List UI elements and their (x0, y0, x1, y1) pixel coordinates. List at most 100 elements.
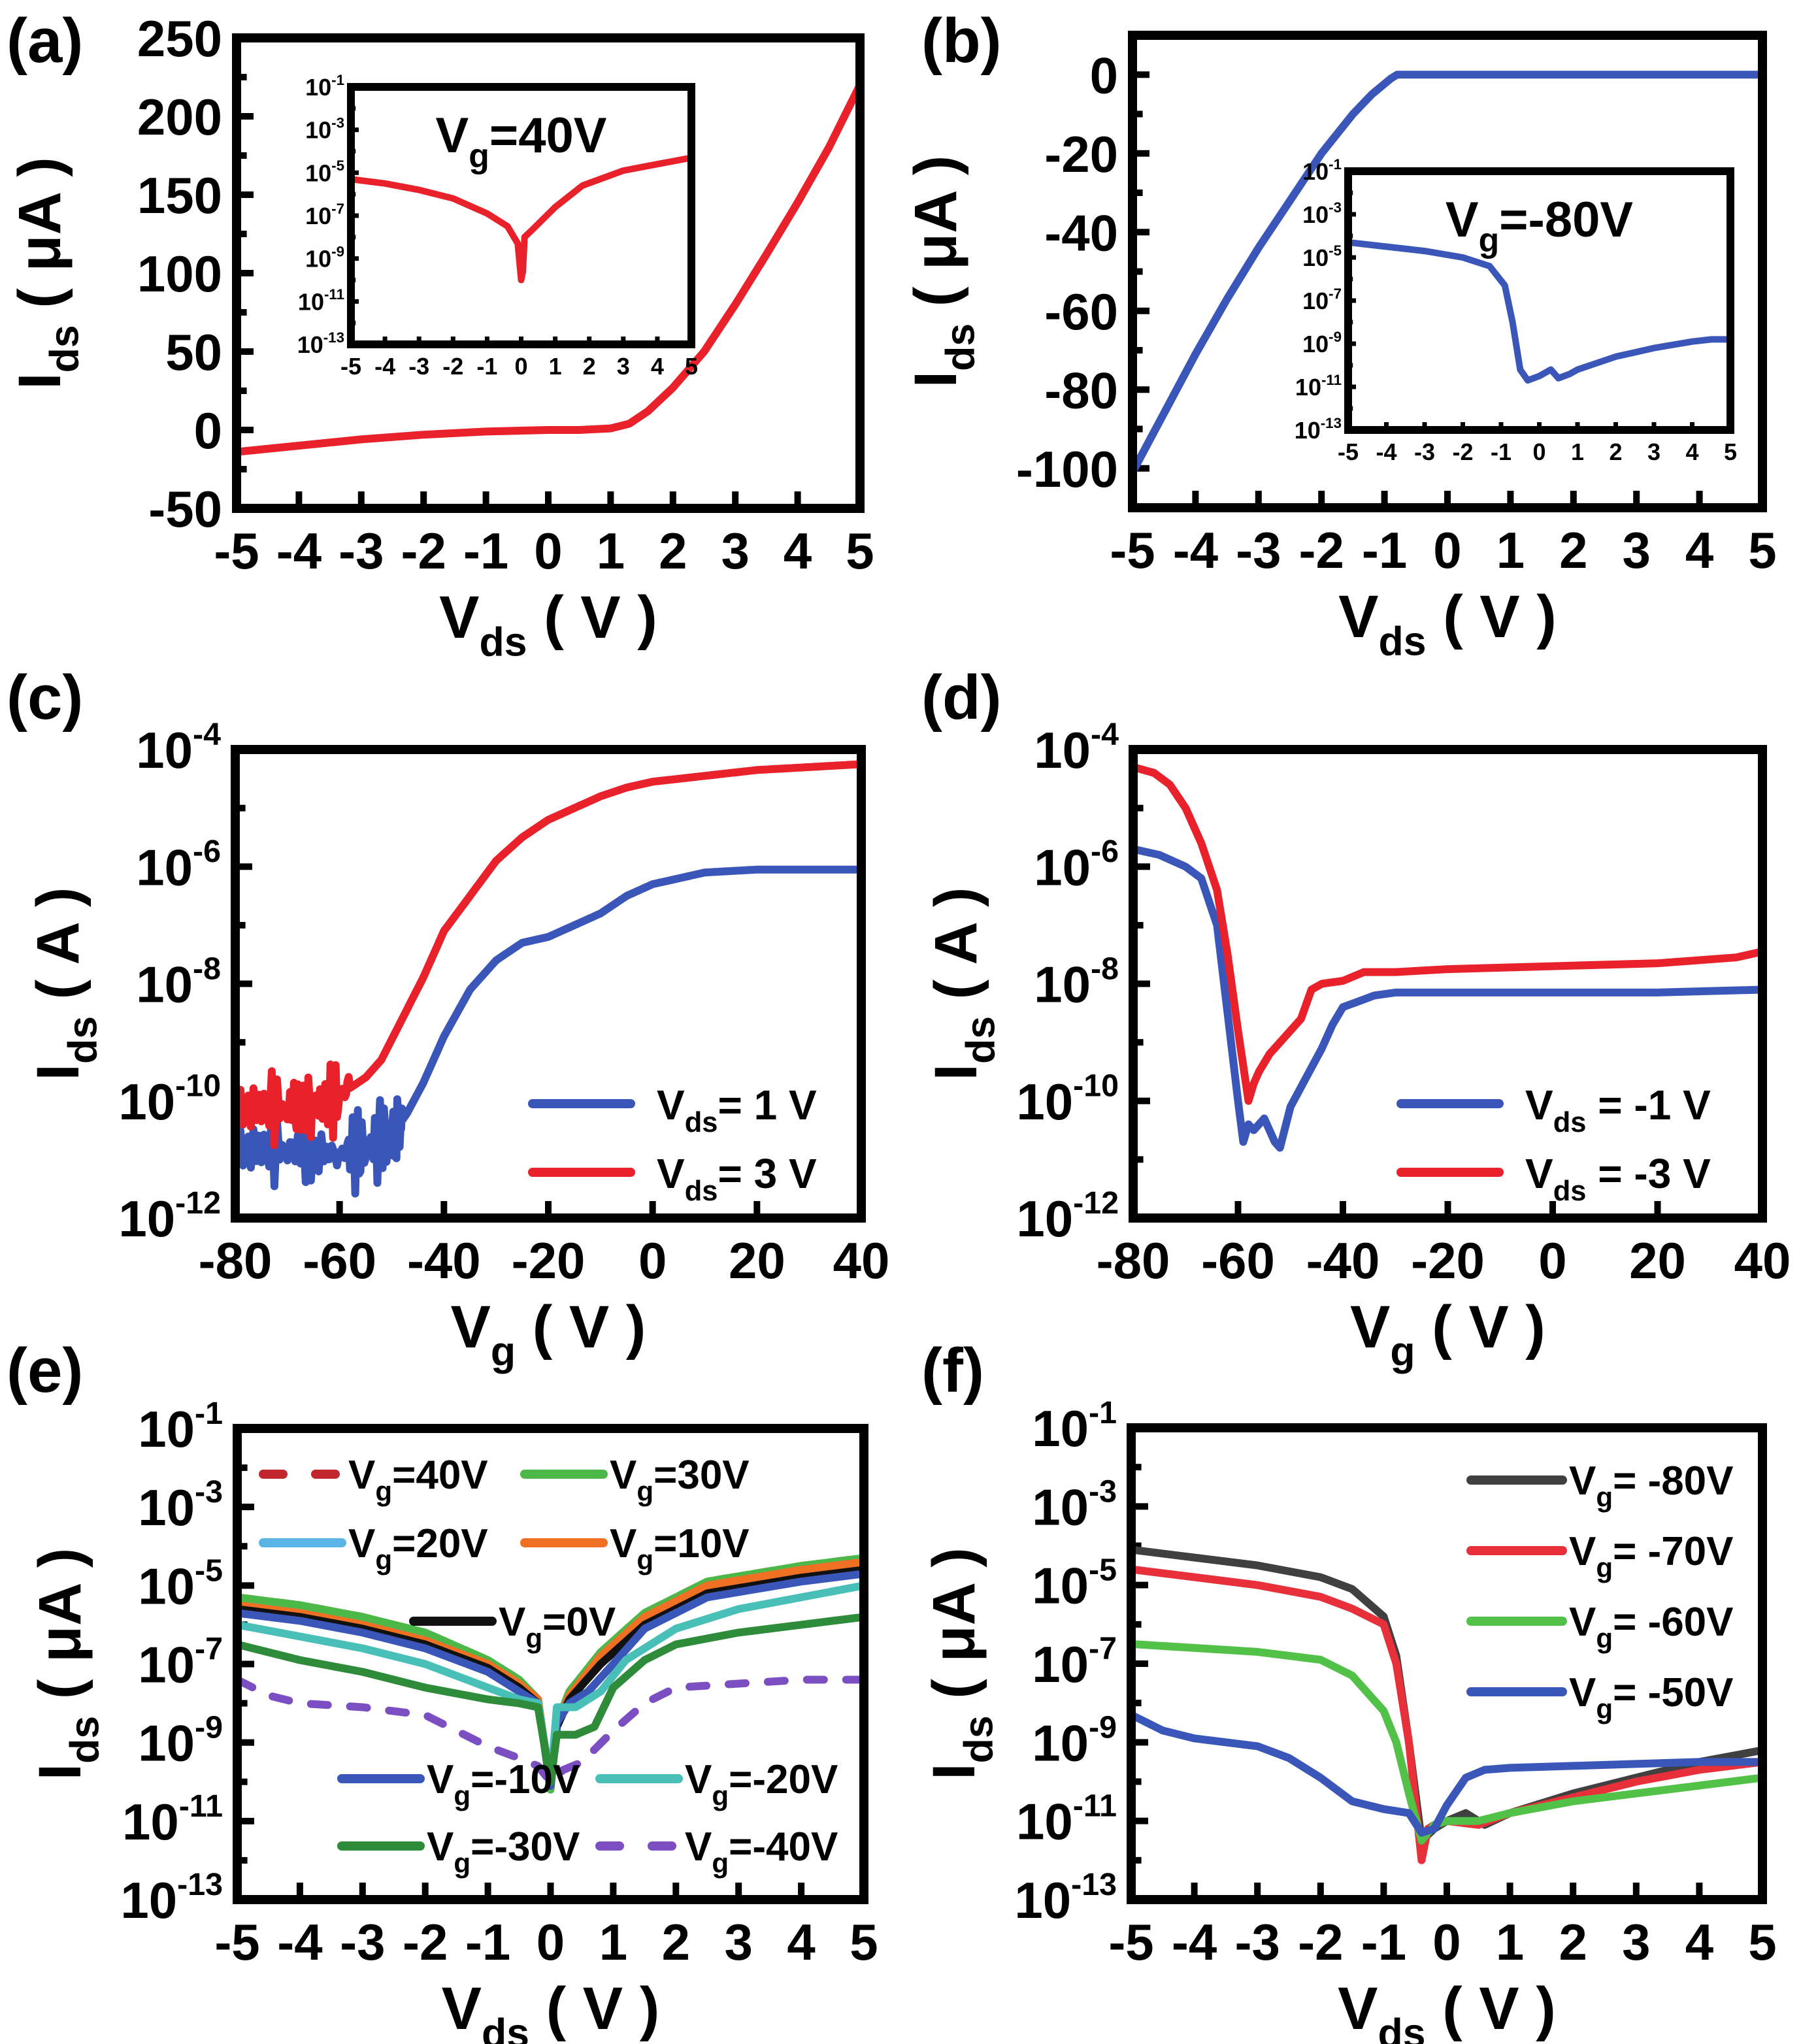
plot-frame (1129, 745, 1767, 1223)
x-tick-label: -4 (1376, 438, 1396, 465)
x-tick-label: -4 (1173, 521, 1218, 579)
x-tick-label: 2 (1559, 521, 1587, 579)
y-tick-label: -40 (1044, 204, 1118, 261)
x-tick-label: -3 (1235, 1913, 1280, 1971)
x-tick-label: 2 (583, 353, 596, 380)
series-line-Vg-80V (1132, 71, 1762, 476)
plot-frame (231, 745, 866, 1223)
panel-label: (b) (921, 6, 1002, 76)
legend-label: Vds = -3 V (1525, 1150, 1711, 1207)
series-line-Vds3V (235, 760, 861, 1149)
x-tick-label: -4 (277, 1913, 322, 1971)
x-tick-label: -1 (463, 522, 508, 580)
legend-label: Vg=0V (499, 1600, 616, 1654)
panel-label: (c) (7, 663, 83, 733)
legend-label: Vg= -60V (1569, 1600, 1734, 1654)
x-tick-label: -40 (1306, 1232, 1380, 1289)
x-tick-label: -2 (1452, 438, 1473, 465)
y-tick-label: 10-10 (118, 1068, 221, 1130)
panel-label: (e) (7, 1336, 83, 1406)
x-tick-label: -3 (408, 353, 429, 380)
x-tick-label: -5 (1110, 521, 1155, 579)
y-tick-label: 10-11 (298, 286, 344, 315)
y-tick-label: 10-7 (1032, 1631, 1117, 1693)
y-tick-label: -100 (1016, 440, 1118, 498)
x-tick-label: 40 (1734, 1232, 1791, 1289)
x-tick-label: -2 (401, 522, 446, 580)
y-tick-label: 10-5 (138, 1553, 223, 1615)
y-tick-label: 10-8 (1034, 951, 1119, 1013)
y-tick-label: 10-11 (1295, 372, 1342, 401)
y-tick-label: 10-1 (1302, 156, 1342, 185)
x-tick-label: 4 (784, 522, 812, 580)
x-tick-label: -1 (476, 353, 497, 380)
plot-frame (347, 83, 695, 348)
legend-label: Vg=20V (348, 1521, 488, 1575)
series-line-Vds-3V (1133, 763, 1762, 1105)
y-tick-label: 10-1 (305, 72, 344, 101)
plot-frame (1128, 31, 1767, 512)
legend-label: Vg= -80V (1569, 1459, 1734, 1513)
x-tick-label: -3 (1236, 521, 1281, 579)
y-tick-label: 10-6 (136, 834, 221, 896)
y-tick-label: 10-1 (138, 1396, 223, 1458)
y-tick-label: 10-9 (305, 243, 344, 272)
x-axis-label: Vg ( V ) (451, 1294, 646, 1375)
y-axis-label: Ids ( A ) (923, 887, 1004, 1080)
x-axis-label: Vds ( V ) (442, 1975, 660, 2044)
y-tick-label: 10-9 (1302, 329, 1342, 357)
x-tick-label: 1 (599, 1913, 627, 1971)
y-tick-label: 10-8 (136, 951, 221, 1013)
x-tick-label: 1 (1496, 1913, 1524, 1971)
y-tick-label: 10-9 (1032, 1709, 1117, 1772)
x-tick-label: 4 (1685, 1913, 1713, 1971)
y-tick-label: -80 (1044, 361, 1118, 419)
x-tick-label: 4 (651, 353, 664, 380)
plot-frame (232, 33, 865, 513)
y-tick-label: 10-3 (1302, 199, 1342, 228)
panel-c: (c) 10-4 10-6 10-8 10-10 10-12-80 -60 -40 -20 0 20… (7, 663, 889, 1375)
y-tick-label: 10-6 (1034, 834, 1119, 896)
x-axis-label: Vds ( V ) (1338, 584, 1557, 665)
panel-b: (b)-100-80-60-40-200-5 -4 -3 -2 -1 0 1 2 3 4 5Vds … (902, 6, 1777, 665)
y-tick-label: -20 (1044, 125, 1118, 183)
x-tick-label: -5 (1108, 1913, 1153, 1971)
x-tick-label: -1 (465, 1913, 510, 1971)
x-tick-label: -80 (199, 1232, 273, 1289)
y-tick-label: -60 (1044, 283, 1118, 340)
y-tick-label: 10-7 (138, 1631, 223, 1693)
x-tick-label: 2 (662, 1913, 690, 1971)
x-tick-label: -60 (303, 1232, 376, 1289)
panel-label: (a) (7, 6, 83, 76)
x-tick-label: 3 (1622, 1913, 1650, 1971)
y-tick-label: 10-7 (1302, 286, 1342, 314)
x-tick-label: -2 (1299, 521, 1344, 579)
series-line-Vg-70V (1131, 1565, 1762, 1864)
y-tick-label: -50 (148, 480, 222, 538)
x-tick-label: -2 (442, 353, 463, 380)
series-line-Vg-80V (1348, 239, 1730, 384)
inset-a: 10-1 10-3 10-5 10-7 10-9 10-11 10-13-5 -4 -3 -2 -1… (297, 72, 698, 380)
x-tick-label: 0 (638, 1232, 667, 1289)
x-tick-label: -3 (340, 1913, 385, 1971)
y-tick-label: 10-5 (1302, 242, 1342, 271)
y-tick-label: 10-3 (1032, 1474, 1117, 1536)
inset-annotation: Vg=40V (436, 108, 607, 174)
series-line-Vds-1V (1133, 845, 1762, 1152)
x-tick-label: 2 (659, 522, 687, 580)
x-tick-label: 3 (617, 353, 630, 380)
x-axis-label: Vg ( V ) (1350, 1294, 1545, 1375)
legend-label: Vg= -50V (1569, 1670, 1734, 1724)
x-tick-label: 5 (1748, 1913, 1776, 1971)
y-axis-label: Ids ( μA ) (902, 156, 983, 388)
x-tick-label: -3 (1414, 438, 1435, 465)
panel-label: (f) (921, 1336, 984, 1406)
x-tick-label: 4 (1685, 521, 1713, 579)
legend-label: Vg=-10V (427, 1757, 580, 1811)
x-tick-label: 5 (1748, 521, 1776, 579)
y-tick-label: 10-3 (138, 1474, 223, 1536)
y-tick-label: 10-13 (1014, 1867, 1117, 1929)
x-tick-label: 0 (1433, 521, 1461, 579)
